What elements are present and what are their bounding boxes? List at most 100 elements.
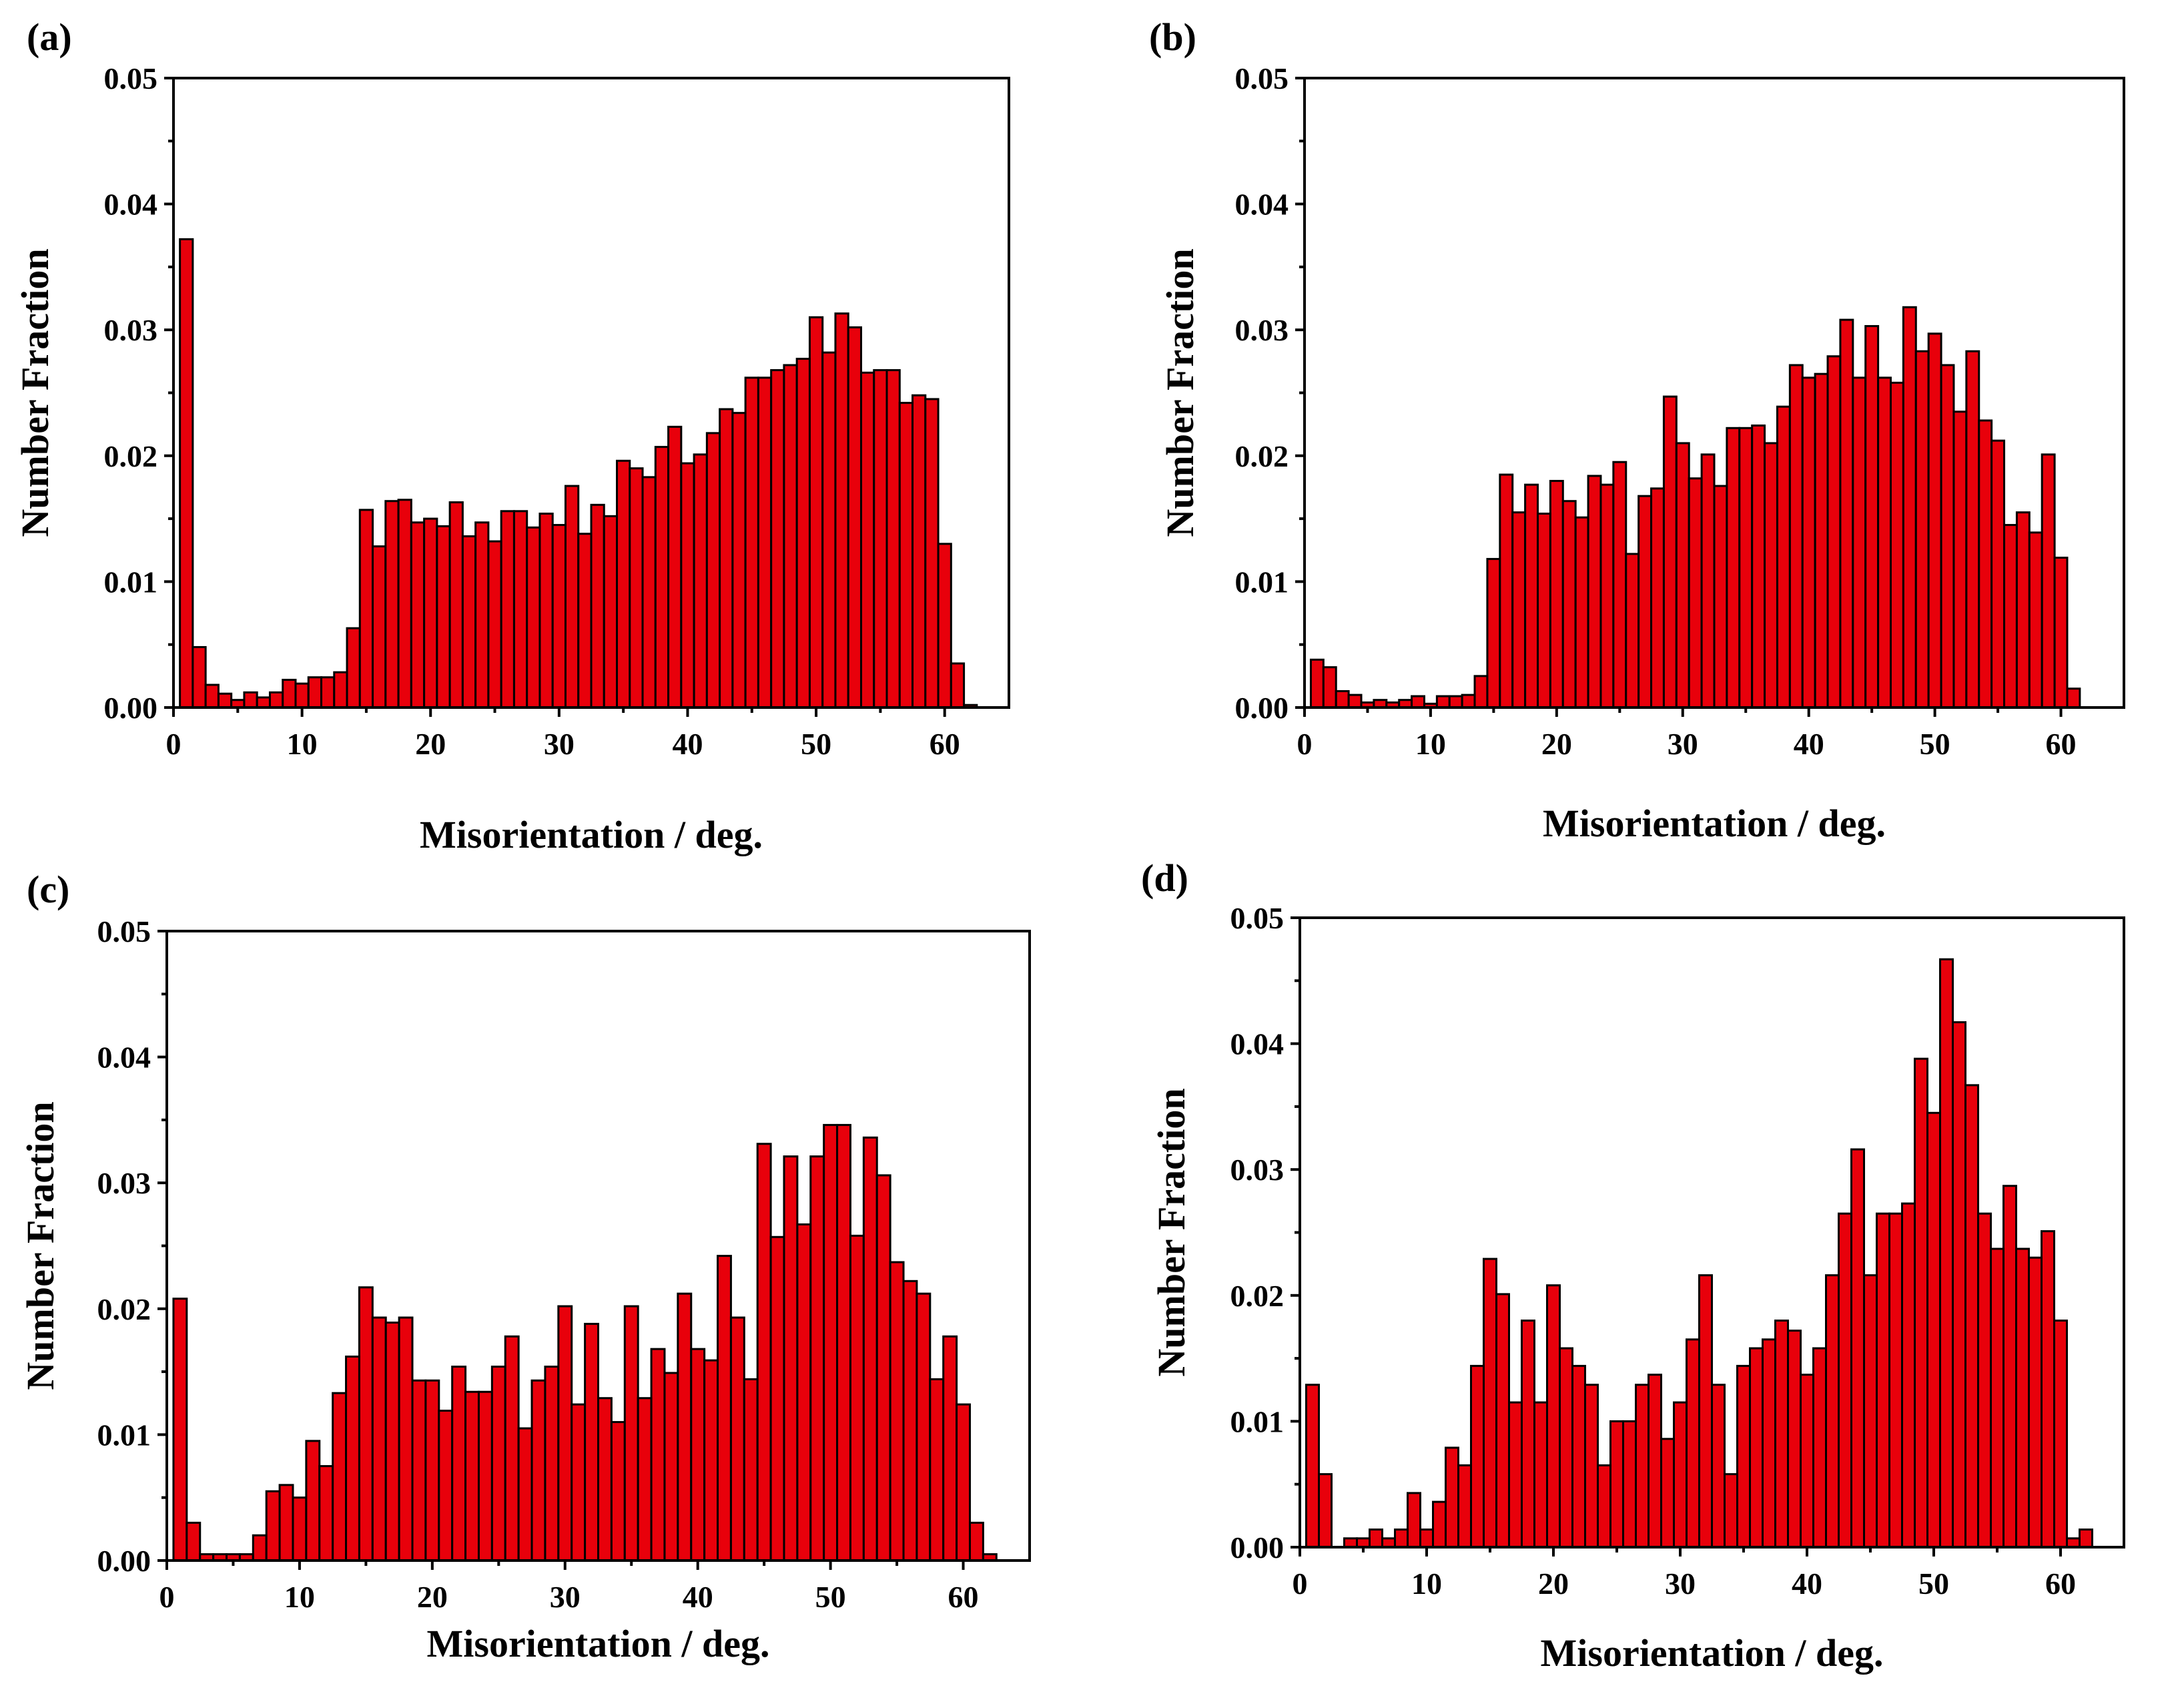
bar (2053, 557, 2069, 709)
x-tick-label: 20 (1538, 1567, 1569, 1601)
bar (490, 1366, 506, 1562)
bar (1597, 1464, 1611, 1548)
bar (2028, 531, 2043, 709)
bar (1660, 1438, 1675, 1548)
bar (1711, 1384, 1726, 1548)
bar (1561, 500, 1577, 709)
x-tick-label: 60 (930, 727, 960, 761)
y-tick-label: 0.00 (97, 1544, 151, 1578)
bar (448, 501, 464, 709)
x-tick-label: 0 (166, 727, 181, 761)
bar (1736, 1364, 1751, 1548)
bar (610, 1421, 626, 1562)
y-tick-label: 0.05 (104, 61, 158, 95)
bar (305, 1440, 321, 1562)
bar (889, 1261, 905, 1562)
bar (1675, 442, 1690, 709)
bar (1751, 425, 1766, 709)
y-axis-title: Number Fraction (19, 1101, 62, 1390)
bar (500, 510, 515, 709)
x-tick-label: 60 (2046, 727, 2077, 761)
bar (898, 402, 914, 709)
bar (1470, 1364, 1485, 1548)
bar (1571, 1364, 1586, 1548)
bar (217, 692, 233, 709)
panel-label: (b) (1149, 15, 1196, 59)
bar (2003, 524, 2018, 709)
bar (282, 679, 297, 709)
bar (1889, 381, 1904, 709)
bar (411, 1379, 427, 1562)
bar (1990, 1247, 2005, 1548)
bar (1926, 1111, 1941, 1548)
x-tick-label: 30 (550, 1580, 581, 1614)
bar (757, 376, 773, 709)
bar (307, 676, 323, 709)
bar (1686, 1338, 1700, 1548)
bar (847, 326, 862, 709)
bar (1713, 485, 1728, 709)
bar (1940, 364, 1955, 709)
bar (756, 1143, 772, 1562)
y-axis-title: Number Fraction (13, 248, 57, 537)
x-tick-label: 0 (1293, 1567, 1308, 1601)
bar (956, 1403, 971, 1562)
y-tick-label: 0.05 (97, 914, 151, 948)
y-tick-label: 0.05 (1235, 61, 1289, 95)
bar (292, 1496, 308, 1562)
bar (451, 1366, 467, 1562)
bar (834, 312, 849, 709)
bar (504, 1335, 520, 1562)
bar (783, 1155, 799, 1562)
y-tick-label: 0.03 (97, 1166, 151, 1200)
bar (808, 316, 824, 709)
bar (875, 1174, 891, 1562)
bar (320, 676, 336, 709)
bar (719, 408, 734, 709)
bar (1662, 395, 1678, 709)
bar (1726, 427, 1741, 709)
y-tick-label: 0.01 (1235, 565, 1289, 599)
y-tick-label: 0.03 (104, 313, 158, 347)
y-tick-label: 0.02 (104, 439, 158, 473)
bar (1483, 1257, 1497, 1548)
bar (769, 1235, 785, 1562)
y-tick-label: 0.02 (97, 1292, 151, 1326)
bar (616, 459, 631, 709)
bar (1448, 695, 1463, 709)
y-tick-label: 0.04 (97, 1041, 151, 1075)
bar (680, 462, 695, 709)
bar (1411, 695, 1425, 709)
bar (538, 513, 554, 709)
bar (654, 446, 670, 709)
bar (2015, 1247, 2030, 1548)
bar (1495, 1293, 1510, 1548)
y-tick-label: 0.04 (1230, 1027, 1285, 1061)
bar (1457, 1464, 1472, 1548)
x-axis-title: Misorientation / deg. (1541, 1631, 1884, 1675)
bar (371, 1316, 387, 1562)
bar (873, 369, 888, 709)
bar (1584, 1384, 1599, 1548)
bar (1461, 693, 1476, 709)
bar (192, 645, 207, 709)
bar (1407, 1492, 1421, 1548)
bar (477, 1390, 493, 1562)
bar (1612, 461, 1627, 709)
bar (623, 1305, 639, 1562)
bar (770, 369, 785, 709)
bar (1432, 1500, 1447, 1548)
bar (1850, 1148, 1865, 1548)
bar (1688, 477, 1703, 709)
x-tick-label: 40 (1792, 1567, 1822, 1601)
x-tick-label: 20 (415, 727, 446, 761)
bar (823, 1123, 839, 1562)
y-tick-label: 0.00 (1235, 691, 1289, 725)
x-tick-label: 50 (1918, 1567, 1949, 1601)
x-tick-label: 40 (683, 1580, 713, 1614)
bar (332, 1392, 348, 1562)
bar (530, 1379, 547, 1562)
bar (2015, 511, 2031, 709)
bar (796, 1223, 812, 1562)
bar (902, 1280, 918, 1562)
